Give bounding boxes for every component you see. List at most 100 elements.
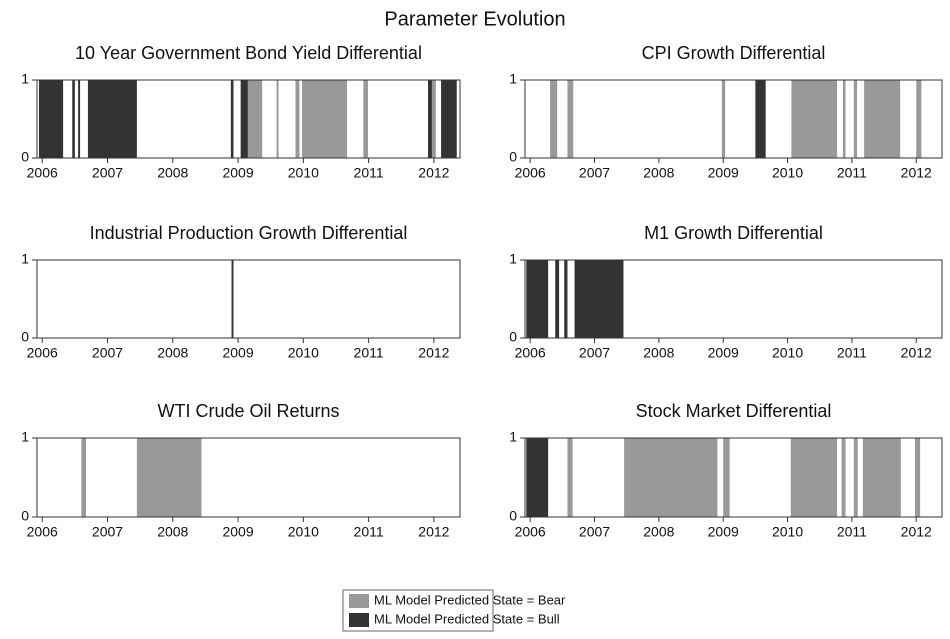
x-tick-label: 2008: [643, 345, 674, 361]
y-tick-label: 0: [509, 149, 517, 165]
x-tick-label: 2010: [772, 524, 803, 540]
x-tick-label: 2008: [643, 165, 674, 181]
panel-title: WTI Crude Oil Returns: [157, 401, 339, 421]
state-span: [550, 80, 558, 158]
state-span: [916, 80, 922, 158]
plot-frame: [36, 437, 461, 518]
state-span: [72, 80, 75, 158]
state-span: [240, 80, 248, 158]
y-tick-label: 1: [21, 251, 29, 267]
state-span: [431, 80, 436, 158]
y-tick-label: 1: [509, 251, 517, 267]
x-tick-label: 2010: [772, 165, 803, 181]
state-span: [136, 438, 202, 517]
y-tick-label: 1: [509, 429, 517, 445]
y-tick-label: 0: [21, 329, 29, 345]
x-tick-label: 2008: [157, 524, 188, 540]
x-tick-label: 2009: [708, 524, 739, 540]
x-tick-label: 2006: [515, 345, 546, 361]
y-tick-label: 0: [509, 508, 517, 524]
x-tick-label: 2008: [157, 345, 188, 361]
state-span: [864, 80, 901, 158]
state-span: [564, 260, 568, 338]
x-tick-label: 2012: [418, 524, 449, 540]
state-span: [624, 438, 718, 517]
state-span: [81, 438, 86, 517]
legend-label: ML Model Predicted State = Bear: [374, 592, 566, 607]
panel-title: M1 Growth Differential: [644, 223, 823, 243]
panel-title: 10 Year Government Bond Yield Differenti…: [75, 43, 422, 63]
state-span: [526, 260, 549, 338]
x-tick-label: 2006: [27, 165, 58, 181]
state-span: [428, 80, 432, 158]
state-span: [526, 438, 549, 517]
state-span: [914, 438, 921, 517]
state-span: [441, 80, 457, 158]
state-span: [230, 80, 234, 158]
x-tick-label: 2012: [901, 524, 932, 540]
x-tick-label: 2008: [157, 165, 188, 181]
state-span: [87, 80, 137, 158]
x-tick-label: 2009: [708, 345, 739, 361]
plot-frame: [524, 259, 943, 339]
x-tick-label: 2010: [772, 345, 803, 361]
x-tick-label: 2009: [222, 165, 253, 181]
figure-title: Parameter Evolution: [384, 8, 565, 30]
panel-title: Industrial Production Growth Differentia…: [90, 223, 408, 243]
y-tick-label: 0: [21, 508, 29, 524]
x-tick-label: 2011: [837, 345, 867, 361]
x-tick-label: 2012: [901, 165, 932, 181]
legend-label: ML Model Predicted State = Bull: [374, 611, 560, 626]
x-tick-label: 2010: [288, 165, 319, 181]
state-span: [247, 80, 263, 158]
state-span: [555, 260, 560, 338]
x-tick-label: 2006: [27, 524, 58, 540]
x-tick-label: 2008: [643, 524, 674, 540]
y-tick-label: 0: [509, 329, 517, 345]
y-tick-label: 1: [21, 429, 29, 445]
state-span: [842, 80, 846, 158]
x-tick-label: 2010: [288, 345, 319, 361]
plot-frame: [36, 259, 461, 339]
x-tick-label: 2006: [27, 345, 58, 361]
x-tick-label: 2006: [515, 524, 546, 540]
legend-swatch: [349, 594, 369, 608]
state-span: [363, 80, 368, 158]
y-tick-label: 0: [21, 149, 29, 165]
x-tick-label: 2012: [418, 345, 449, 361]
panel-title: CPI Growth Differential: [642, 43, 826, 63]
state-span: [791, 80, 838, 158]
state-span: [841, 438, 846, 517]
state-span: [853, 438, 858, 517]
state-span: [231, 260, 234, 338]
x-tick-label: 2009: [222, 524, 253, 540]
state-span: [755, 80, 766, 158]
x-tick-label: 2011: [354, 165, 384, 181]
state-span: [853, 80, 858, 158]
state-span: [567, 80, 574, 158]
x-tick-label: 2009: [708, 165, 739, 181]
panel-title: Stock Market Differential: [636, 401, 832, 421]
state-span: [721, 80, 726, 158]
x-tick-label: 2007: [92, 345, 123, 361]
state-span: [862, 438, 901, 517]
x-tick-label: 2010: [288, 524, 319, 540]
x-tick-label: 2011: [354, 524, 384, 540]
x-tick-label: 2011: [354, 345, 384, 361]
x-tick-label: 2007: [579, 524, 610, 540]
x-tick-label: 2012: [418, 165, 449, 181]
x-tick-label: 2009: [222, 345, 253, 361]
plot-frame: [524, 79, 943, 159]
state-span: [574, 260, 624, 338]
state-span: [302, 80, 348, 158]
state-span: [78, 80, 81, 158]
y-tick-label: 1: [509, 71, 517, 87]
x-tick-label: 2011: [837, 165, 867, 181]
state-span: [276, 80, 279, 158]
y-tick-label: 1: [21, 71, 29, 87]
x-tick-label: 2007: [92, 165, 123, 181]
x-tick-label: 2011: [837, 524, 867, 540]
state-span: [295, 80, 300, 158]
x-tick-label: 2007: [579, 165, 610, 181]
